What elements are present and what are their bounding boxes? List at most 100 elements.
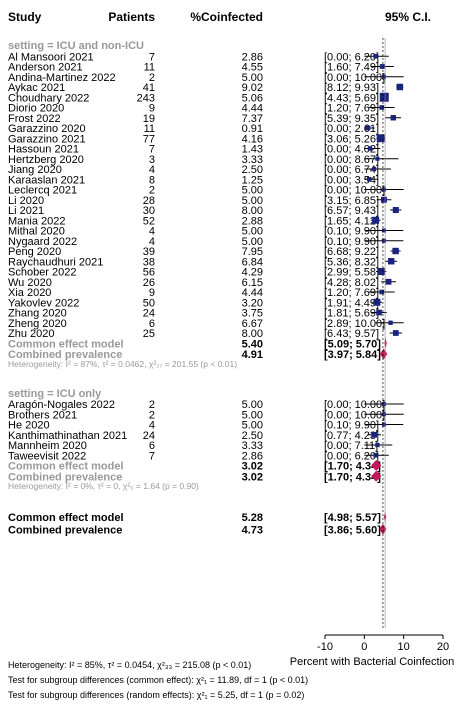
- study-name: Garazzino 2021: [8, 133, 86, 145]
- study-patients: 26: [143, 277, 155, 289]
- study-ci: [0.00; 7.11]: [324, 440, 378, 452]
- study-ci: [1.60; 7.49]: [324, 62, 379, 74]
- study-patients: 41: [143, 82, 155, 94]
- study-name: Xia 2020: [8, 287, 51, 299]
- study-square: [385, 278, 392, 285]
- study-estimate: 2.50: [242, 430, 263, 442]
- pooled-ci: [3.97; 5.84]: [324, 349, 381, 361]
- study-patients: 11: [144, 123, 155, 135]
- study-estimate: 2.86: [242, 51, 263, 63]
- study-name: Frost 2022: [8, 113, 61, 125]
- study-patients: 243: [137, 92, 155, 104]
- study-estimate: 6.84: [242, 256, 263, 268]
- study-estimate: 6.67: [242, 318, 263, 330]
- study-estimate: 9.02: [242, 82, 263, 94]
- pooled-label: Combined prevalence: [8, 471, 122, 483]
- study-ci: [1.20; 7.69]: [324, 287, 379, 299]
- study-ci: [0.77; 4.23]: [324, 430, 379, 442]
- pooled-diamond: [384, 337, 387, 349]
- pooled-label: Combined prevalence: [8, 349, 122, 361]
- study-square: [388, 258, 395, 265]
- study-patients: 6: [149, 318, 155, 330]
- study-patients: 4: [149, 164, 155, 176]
- study-name: Choudhary 2022: [8, 92, 89, 104]
- study-square: [365, 125, 371, 131]
- study-estimate: 8.00: [242, 328, 263, 340]
- study-name: Li 2020: [8, 195, 44, 207]
- study-ci: [3.15; 6.85]: [324, 195, 379, 207]
- x-tick-label: 20: [437, 641, 449, 653]
- study-name: Zhu 2020: [8, 328, 54, 340]
- study-patients: 4: [149, 236, 155, 248]
- study-square: [392, 247, 399, 255]
- study-name: Garazzino 2020: [8, 123, 86, 135]
- study-estimate: 2.88: [242, 215, 263, 227]
- study-square: [375, 156, 380, 161]
- study-square: [379, 92, 389, 102]
- study-ci: [0.00; 10.00]: [324, 399, 385, 411]
- study-patients: 8: [149, 174, 155, 186]
- pooled-estimate: 5.40: [242, 338, 263, 350]
- study-square: [381, 228, 387, 233]
- study-patients: 11: [144, 62, 155, 74]
- pooled-estimate: 3.02: [242, 461, 263, 473]
- study-name: Kanthimathinathan 2021: [8, 430, 127, 442]
- study-estimate: 3.33: [242, 154, 263, 166]
- study-ci: [1.81; 5.69]: [324, 308, 379, 320]
- study-ci: [0.00; 3.54]: [324, 174, 379, 186]
- study-ci: [0.00; 2.61]: [324, 123, 379, 135]
- study-estimate: 5.00: [242, 195, 263, 207]
- pooled-ci: [5.09; 5.70]: [324, 338, 381, 350]
- study-ci: [1.91; 4.49]: [324, 297, 379, 309]
- pooled-diamond: [379, 523, 387, 535]
- study-estimate: 5.00: [242, 399, 263, 411]
- pooled-estimate: 5.28: [242, 512, 263, 524]
- study-estimate: 7.95: [242, 246, 263, 258]
- study-patients: 28: [143, 195, 155, 207]
- study-patients: 2: [149, 185, 155, 197]
- study-name: Diorio 2020: [8, 103, 64, 115]
- study-square: [373, 54, 378, 59]
- subgroup-label: setting = ICU only: [8, 388, 102, 400]
- study-square: [381, 422, 387, 427]
- pooled-ci: [1.70; 4.34]: [324, 471, 381, 483]
- study-estimate: 0.91: [242, 123, 263, 135]
- study-ci: [0.00; 10.00]: [324, 72, 385, 84]
- study-name: Anderson 2021: [8, 62, 83, 74]
- study-estimate: 5.06: [242, 92, 263, 104]
- study-patients: 24: [143, 430, 155, 442]
- study-ci: [2.99; 5.58]: [324, 267, 379, 279]
- study-ci: [0.00; 8.67]: [324, 154, 379, 166]
- study-ci: [3.06; 5.26]: [324, 133, 379, 145]
- study-name: Leclercq 2021: [8, 185, 77, 197]
- pooled-diamond: [371, 460, 382, 471]
- pooled-diamond: [371, 470, 382, 482]
- study-square: [392, 206, 399, 214]
- study-ci: [0.10; 9.90]: [324, 236, 379, 248]
- study-name: Taweevisit 2022: [8, 450, 86, 462]
- study-estimate: 5.00: [242, 72, 263, 84]
- study-ci: [0.00; 10.00]: [324, 409, 385, 421]
- study-square: [381, 238, 387, 243]
- footer-text: Heterogeneity: I² = 85%, τ² = 0.0454, χ²…: [8, 660, 251, 670]
- study-estimate: 3.33: [242, 440, 263, 452]
- header-pct: %Coinfected: [190, 10, 263, 24]
- study-ci: [0.00; 6.20]: [324, 450, 379, 462]
- study-square: [376, 134, 385, 143]
- study-square: [382, 402, 386, 406]
- study-estimate: 5.00: [242, 226, 263, 238]
- study-square: [367, 146, 373, 151]
- study-name: Peng 2020: [8, 246, 61, 258]
- study-patients: 4: [149, 420, 155, 432]
- study-patients: 2: [149, 399, 155, 411]
- study-estimate: 4.44: [242, 103, 263, 115]
- study-estimate: 3.20: [242, 297, 263, 309]
- study-name: Jiang 2020: [8, 164, 62, 176]
- study-patients: 9: [149, 103, 155, 115]
- study-estimate: 5.00: [242, 185, 263, 197]
- study-patients: 24: [143, 308, 155, 320]
- study-patients: 25: [143, 328, 155, 340]
- study-square: [375, 442, 380, 448]
- study-square: [388, 320, 393, 325]
- study-square: [379, 289, 385, 295]
